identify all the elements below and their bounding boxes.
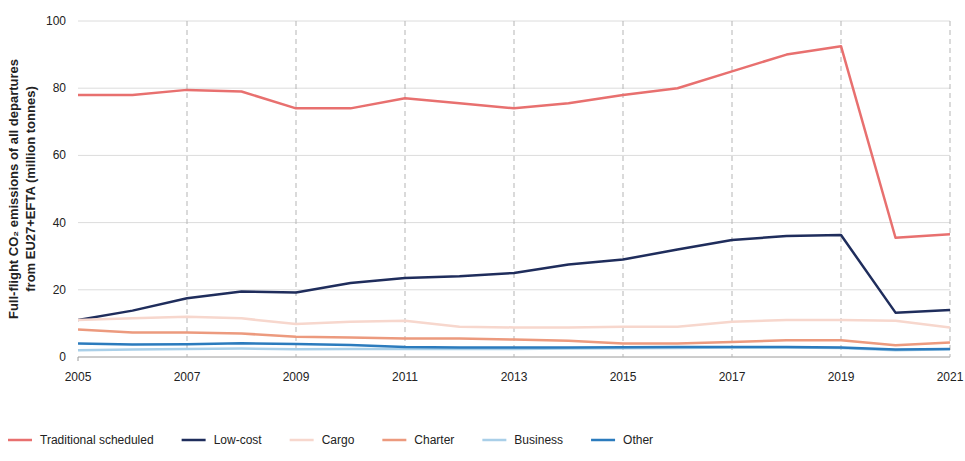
legend-swatch	[591, 439, 615, 442]
x-tick	[78, 357, 79, 361]
series-line	[78, 235, 950, 320]
legend-label: Other	[623, 433, 653, 447]
legend-label: Cargo	[322, 433, 355, 447]
chart: 0 20 40 60 80 100 2005 2007 2009 2011 2013 2015 2017…	[0, 0, 965, 461]
y-axis-label: from EU27+EFTA (million tonnes)	[23, 86, 38, 292]
grid-line-x	[950, 21, 951, 357]
x-tick-label: 2019	[828, 370, 855, 384]
x-tick-label: 2011	[392, 370, 418, 384]
grid-line-x	[296, 21, 297, 357]
legend-label: Charter	[414, 433, 454, 447]
y-axis-label: Full-flight CO₂ emissions of all departu…	[6, 59, 21, 319]
grid-line-x	[405, 21, 406, 357]
legend: Traditional scheduled Low-cost Cargo Charte…	[8, 433, 653, 447]
series-line	[78, 317, 950, 328]
y-tick-label: 100	[46, 14, 66, 28]
series-line	[78, 343, 950, 349]
x-tick-label: 2013	[501, 370, 528, 384]
legend-swatch	[182, 439, 206, 442]
grid-line-x	[514, 21, 515, 357]
x-tick-label: 2017	[719, 370, 746, 384]
x-tick-label: 2007	[174, 370, 201, 384]
series-line	[78, 46, 950, 238]
legend-label: Business	[514, 433, 563, 447]
y-tick-label: 60	[53, 148, 67, 162]
grid-line-x	[841, 21, 842, 357]
grid-line-x	[623, 21, 624, 357]
grid-line-y	[78, 289, 950, 290]
y-tick-label: 80	[53, 81, 67, 95]
x-tick-label: 2021	[937, 370, 964, 384]
lines	[78, 46, 950, 350]
legend-swatch	[382, 439, 406, 442]
legend-swatch	[290, 439, 314, 442]
legend-swatch	[8, 439, 32, 442]
y-tick-label: 20	[53, 283, 67, 297]
grid-line-x	[187, 21, 188, 357]
legend-swatch	[482, 439, 506, 442]
y-tick-label: 40	[53, 216, 67, 230]
x-tick-label: 2015	[610, 370, 637, 384]
legend-label: Traditional scheduled	[40, 433, 154, 447]
x-tick-label: 2009	[283, 370, 310, 384]
x-tick-label: 2005	[65, 370, 92, 384]
y-tick-label: 0	[59, 350, 66, 364]
legend-label: Low-cost	[214, 433, 263, 447]
grid-line-y	[78, 155, 950, 156]
